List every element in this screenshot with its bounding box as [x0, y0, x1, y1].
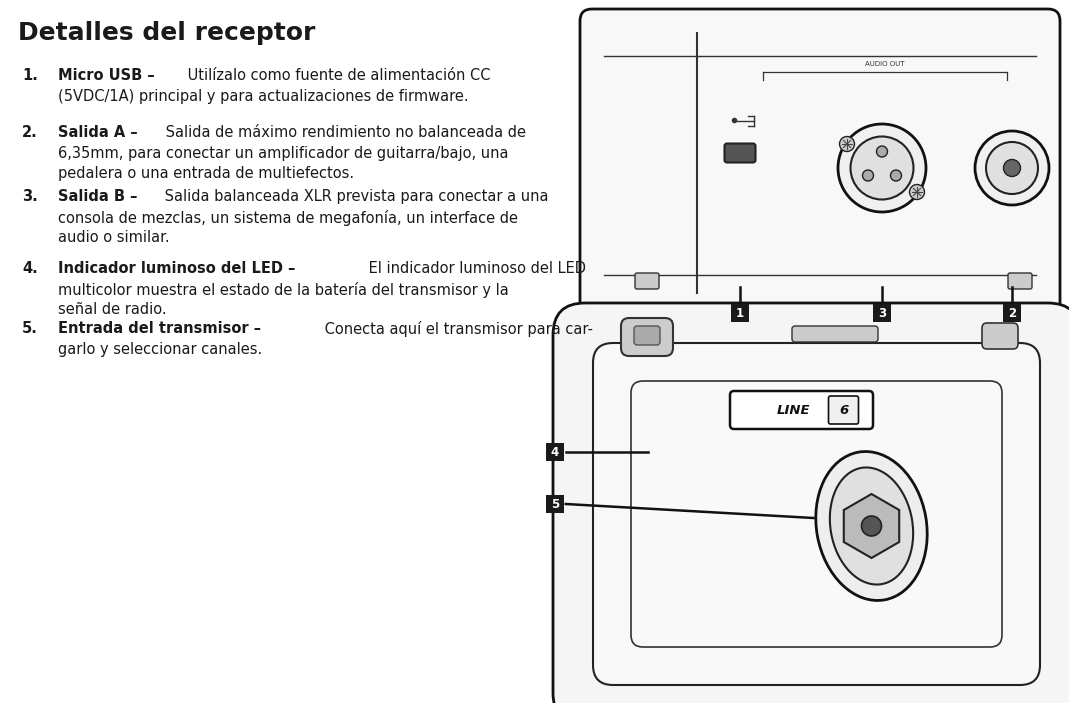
Text: Utilízalo como fuente de alimentación CC: Utilízalo como fuente de alimentación CC	[183, 68, 491, 83]
Text: Salida B –: Salida B –	[58, 189, 138, 204]
FancyBboxPatch shape	[730, 391, 873, 429]
Text: garlo y seleccionar canales.: garlo y seleccionar canales.	[58, 342, 262, 356]
FancyBboxPatch shape	[873, 304, 890, 322]
FancyBboxPatch shape	[828, 396, 858, 424]
Text: El indicador luminoso del LED: El indicador luminoso del LED	[365, 261, 586, 276]
FancyBboxPatch shape	[546, 444, 563, 460]
FancyBboxPatch shape	[631, 381, 1002, 647]
Text: 5: 5	[551, 498, 559, 510]
FancyBboxPatch shape	[621, 318, 673, 356]
FancyBboxPatch shape	[1008, 273, 1032, 289]
Text: multicolor muestra el estado de la batería del transmisor y la: multicolor muestra el estado de la bater…	[58, 281, 509, 297]
Circle shape	[1004, 160, 1021, 176]
FancyBboxPatch shape	[635, 273, 659, 289]
FancyBboxPatch shape	[982, 323, 1018, 349]
Text: 2: 2	[1008, 307, 1016, 319]
Text: Entrada del transmisor –: Entrada del transmisor –	[58, 321, 261, 336]
Text: Indicador luminoso del LED –: Indicador luminoso del LED –	[58, 261, 295, 276]
FancyBboxPatch shape	[634, 326, 660, 345]
Text: 4: 4	[551, 446, 559, 458]
Circle shape	[910, 184, 925, 200]
Text: Salida balanceada XLR prevista para conectar a una: Salida balanceada XLR prevista para cone…	[160, 189, 548, 204]
Text: 4.: 4.	[22, 261, 37, 276]
FancyBboxPatch shape	[725, 143, 756, 162]
Text: 3.: 3.	[22, 189, 37, 204]
Circle shape	[877, 146, 887, 157]
Circle shape	[890, 170, 901, 181]
Text: Micro USB –: Micro USB –	[58, 68, 155, 83]
Ellipse shape	[830, 467, 913, 584]
Text: Salida A –: Salida A –	[58, 125, 138, 140]
Text: 5.: 5.	[22, 321, 37, 336]
Text: AUDIO OUT: AUDIO OUT	[865, 61, 904, 67]
Text: 1.: 1.	[22, 68, 37, 83]
FancyBboxPatch shape	[792, 326, 878, 342]
Text: 1: 1	[735, 307, 744, 319]
Text: 2.: 2.	[22, 125, 37, 140]
Text: pedalera o una entrada de multiefectos.: pedalera o una entrada de multiefectos.	[58, 166, 354, 181]
Text: Conecta aquí el transmisor para car-: Conecta aquí el transmisor para car-	[320, 321, 593, 337]
FancyBboxPatch shape	[580, 9, 1060, 317]
Circle shape	[863, 170, 873, 181]
Circle shape	[862, 516, 882, 536]
Text: audio o similar.: audio o similar.	[58, 230, 170, 245]
Circle shape	[975, 131, 1049, 205]
Text: Detalles del receptor: Detalles del receptor	[18, 21, 315, 45]
FancyBboxPatch shape	[1003, 304, 1021, 322]
Circle shape	[838, 124, 926, 212]
Circle shape	[839, 136, 854, 152]
Text: (5VDC/1A) principal y para actualizaciones de firmware.: (5VDC/1A) principal y para actualizacion…	[58, 89, 468, 103]
Text: 6,35mm, para conectar un amplificador de guitarra/bajo, una: 6,35mm, para conectar un amplificador de…	[58, 146, 509, 160]
FancyBboxPatch shape	[731, 304, 748, 322]
Ellipse shape	[816, 451, 927, 600]
Circle shape	[986, 142, 1038, 194]
Text: consola de mezclas, un sistema de megafonía, un interface de: consola de mezclas, un sistema de megafo…	[58, 209, 518, 226]
Circle shape	[851, 136, 914, 200]
FancyBboxPatch shape	[553, 303, 1069, 703]
Text: 6: 6	[839, 404, 848, 416]
Text: Salida de máximo rendimiento no balanceada de: Salida de máximo rendimiento no balancea…	[160, 125, 526, 140]
FancyBboxPatch shape	[546, 495, 563, 512]
Polygon shape	[843, 494, 899, 558]
Text: señal de radio.: señal de radio.	[58, 302, 167, 317]
Text: LINE: LINE	[777, 404, 810, 416]
Text: 3: 3	[878, 307, 886, 319]
FancyBboxPatch shape	[593, 343, 1040, 685]
